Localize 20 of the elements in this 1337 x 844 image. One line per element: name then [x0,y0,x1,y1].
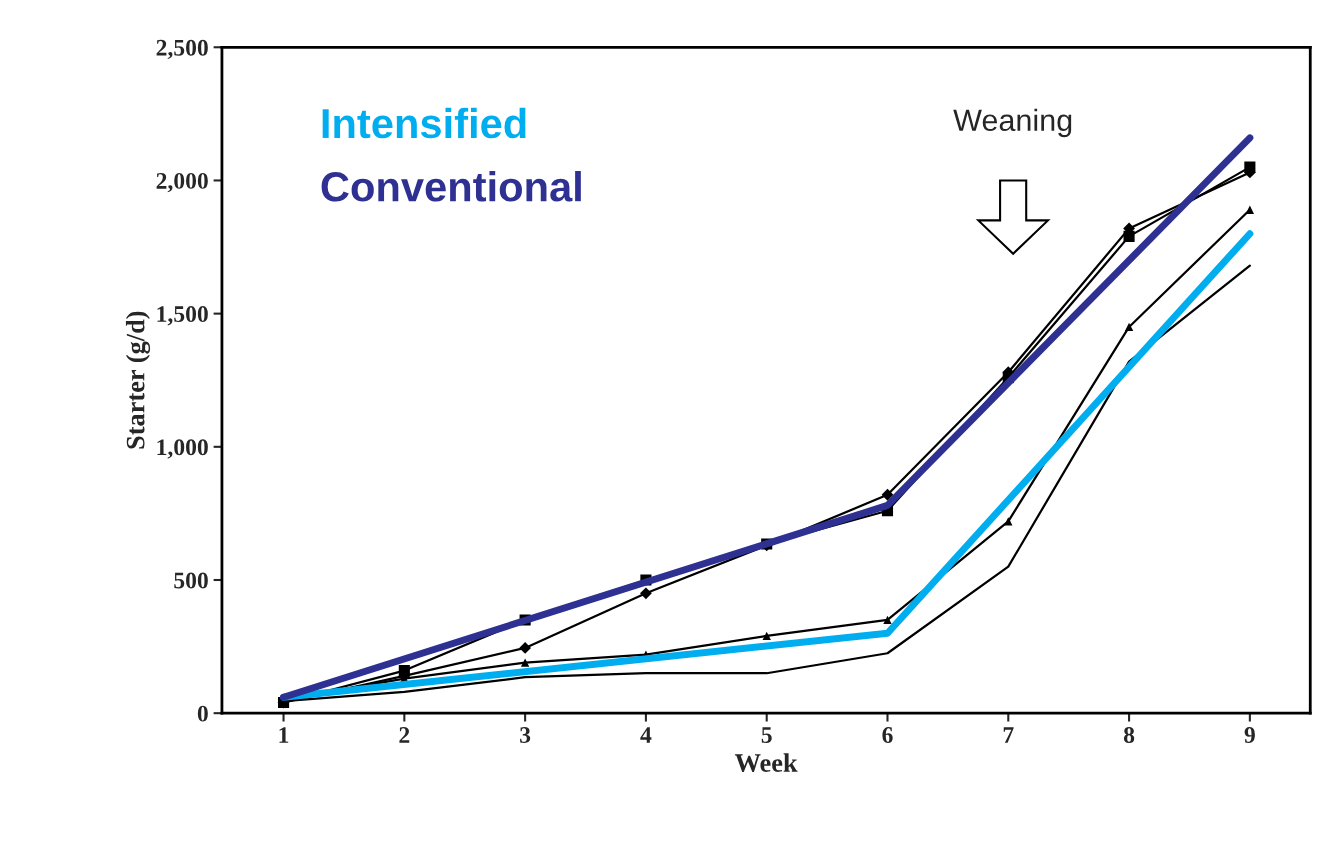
text: Intensified [322,107,526,139]
x-tick-label: 3 [520,727,531,743]
x-axis-title: Week [734,753,798,773]
x-tick-label: 9 [1244,727,1255,743]
y-tick-label: 500 [174,572,208,589]
x-tick-label: 8 [1123,727,1135,743]
x-tick-label: 5 [761,727,772,743]
y-tick-label: 1,500 [157,306,208,326]
text: Conventional [321,171,581,202]
y-tick-label: 2,000 [156,172,208,193]
x-tick-label: 7 [1003,727,1014,743]
y-axis-title: Starter (g/d) [125,311,151,449]
y-tick-label: 0 [197,705,208,722]
x-tick-label: 2 [399,727,410,743]
y-tick-label: 1,000 [157,439,208,459]
x-tick-label: 6 [882,727,893,743]
y-tick-label: 2,500 [156,39,208,60]
x-tick-label: 1 [279,727,289,743]
x-tick-label: 4 [640,727,652,743]
annotation: Weaning [953,108,1072,138]
